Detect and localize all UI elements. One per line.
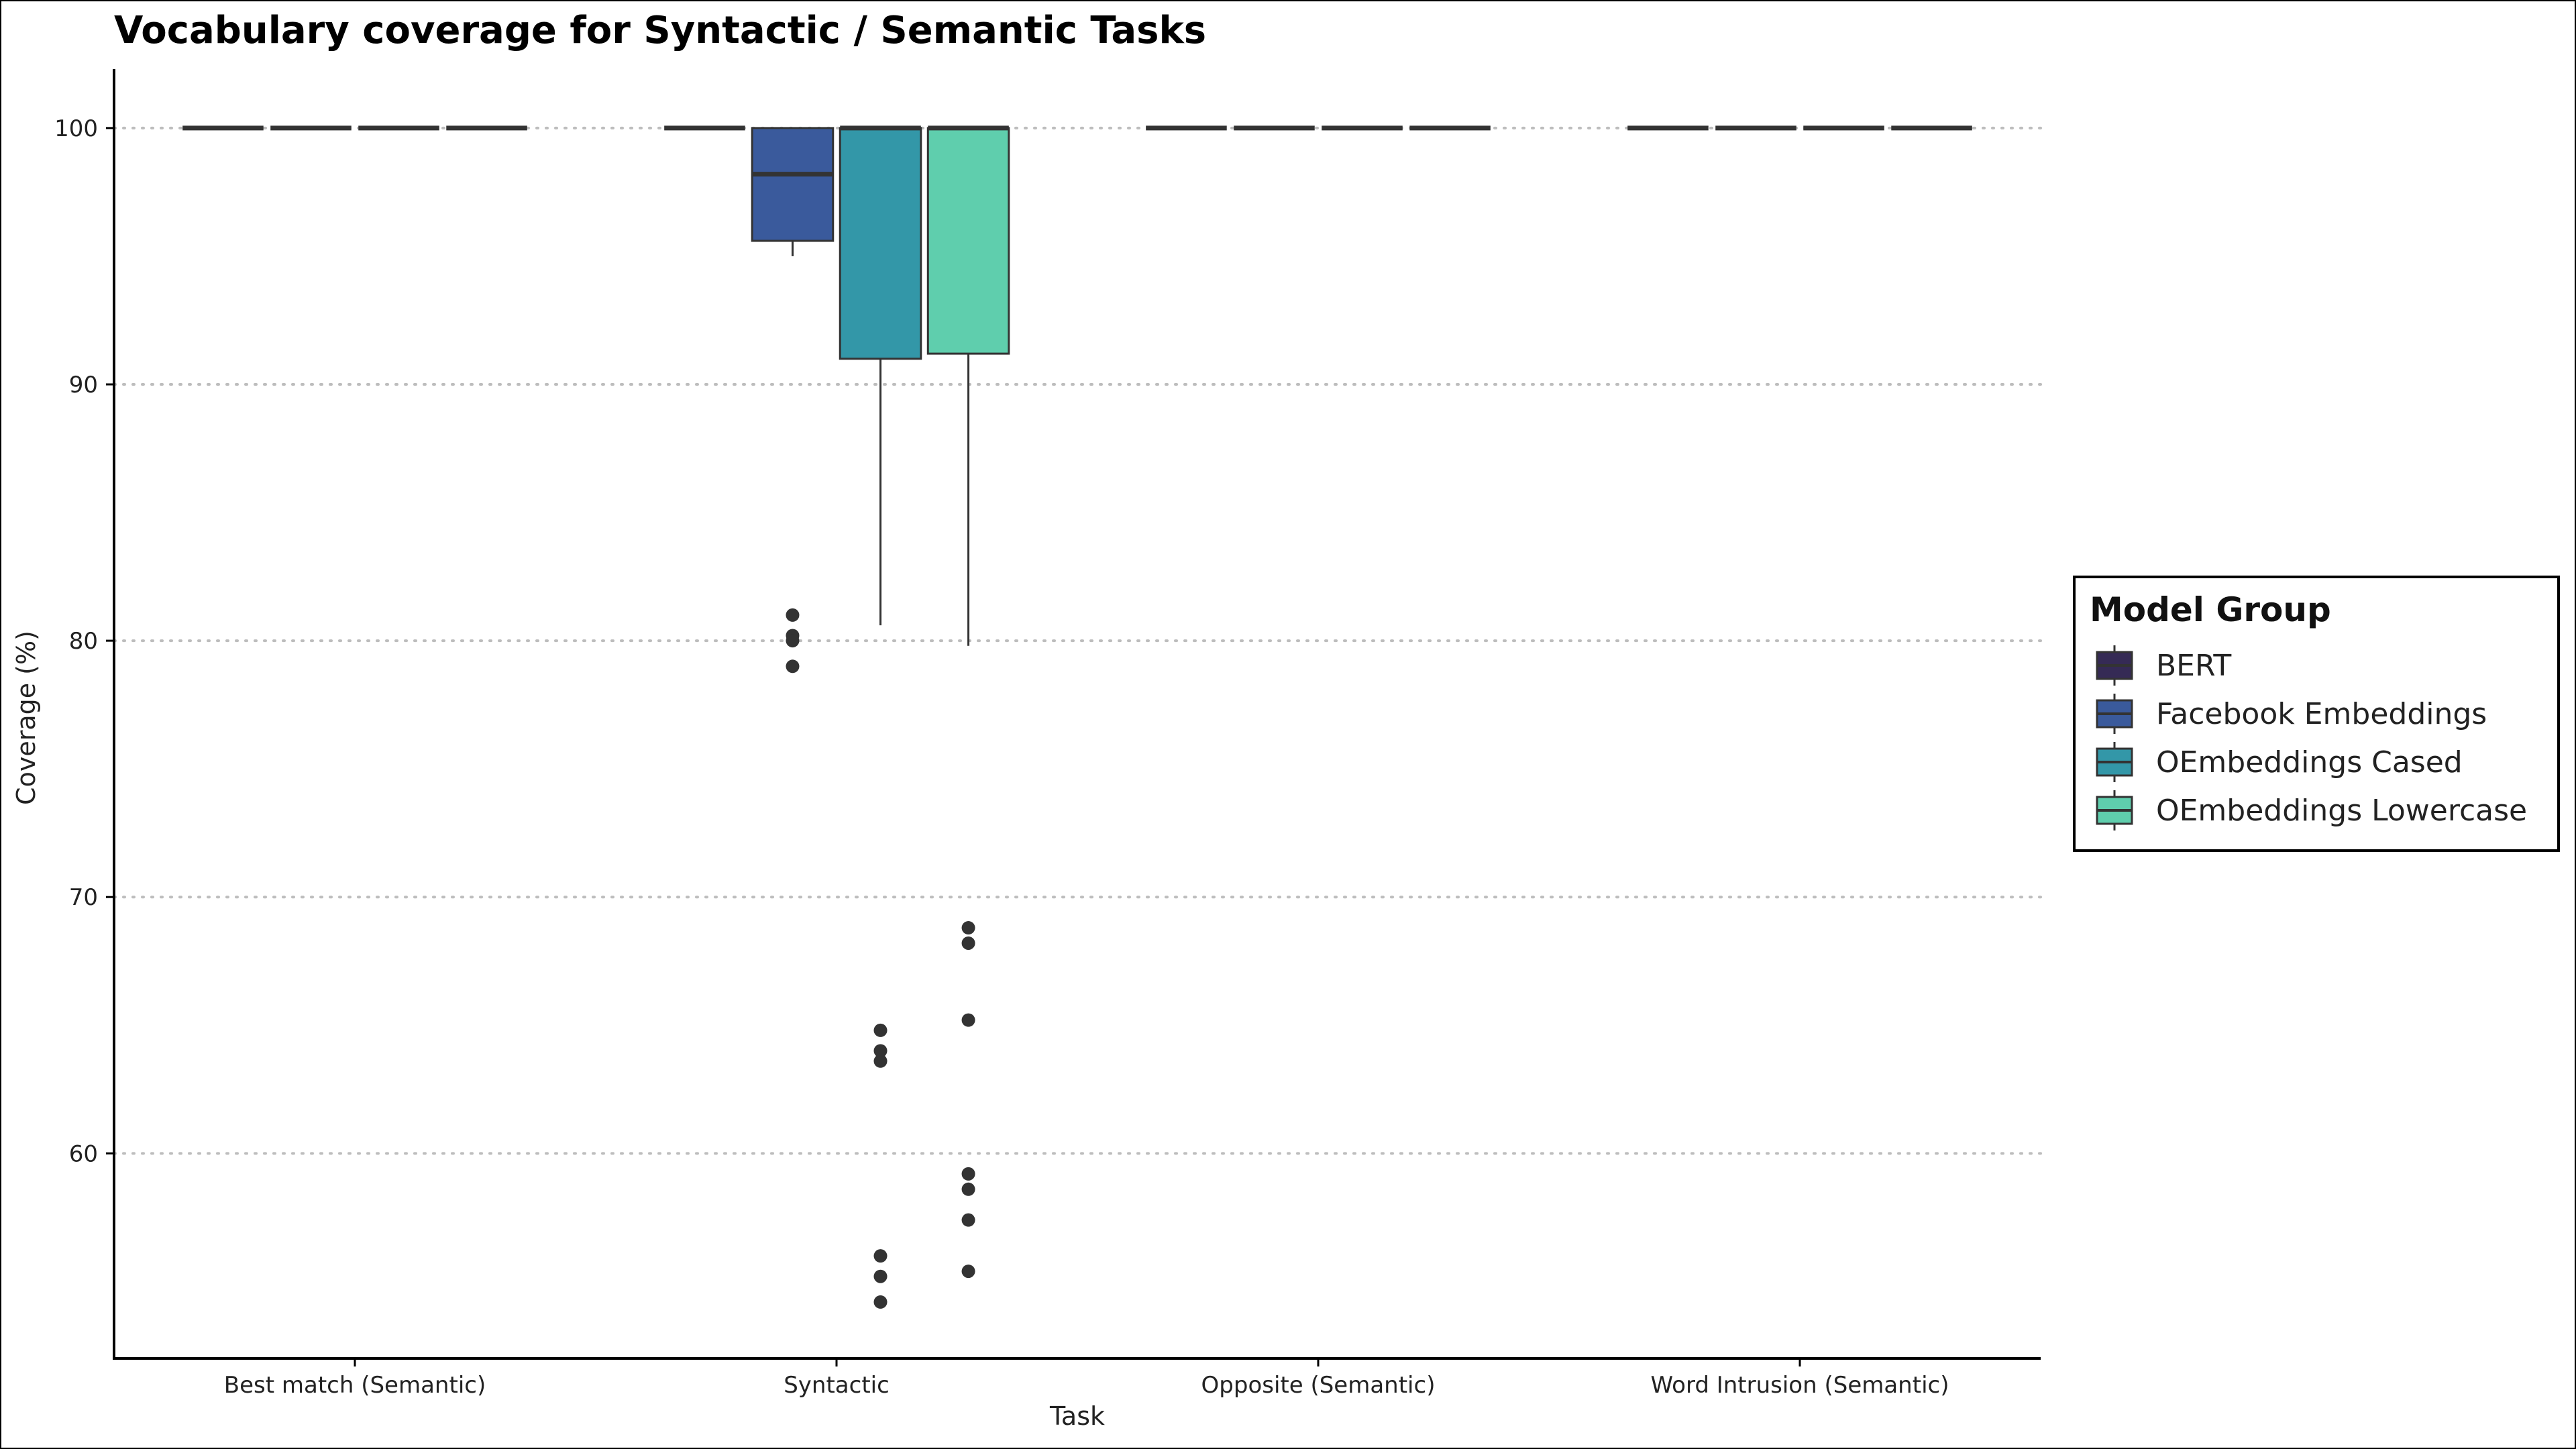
outlier-point [786, 634, 800, 648]
legend-item: Facebook Embeddings [2096, 694, 2487, 734]
chart-title: Vocabulary coverage for Syntactic / Sema… [114, 9, 1206, 52]
legend-item: BERT [2096, 645, 2231, 686]
y-axis-title: Coverage (%) [11, 631, 41, 805]
y-tick-label: 70 [69, 884, 98, 911]
y-ticks: 60 70 80 90 100 [54, 115, 114, 1167]
outlier-point [961, 1213, 975, 1227]
outlier-point [961, 936, 975, 950]
legend-item: OEmbeddings Lowercase [2096, 790, 2527, 830]
outlier-point [873, 1023, 888, 1037]
box-body [839, 127, 922, 360]
outlier-point [961, 1265, 975, 1279]
outlier-point [961, 1167, 975, 1181]
legend-label: OEmbeddings Cased [2156, 745, 2463, 780]
box-plot [926, 125, 1010, 1279]
legend-items: BERT Facebook Embeddings OEmbeddings Cased… [2096, 645, 2527, 830]
y-tick-label: 90 [69, 372, 98, 398]
box-plot [751, 127, 835, 674]
y-tick-label: 80 [69, 628, 98, 655]
grid-lines [113, 126, 2042, 1155]
outlier-point [873, 1054, 888, 1068]
x-ticks: Best match (Semantic) Syntactic Opposite (… [224, 1358, 1949, 1399]
x-axis-title: Task [1049, 1401, 1105, 1431]
outlier-point [961, 1182, 975, 1196]
y-tick-label: 100 [54, 115, 98, 142]
legend-title: Model Group [2090, 590, 2331, 629]
x-tick-label: Opposite (Semantic) [1201, 1372, 1436, 1399]
x-tick-label: Best match (Semantic) [224, 1372, 486, 1399]
legend-label: BERT [2156, 649, 2231, 683]
legend: Model Group BERT Facebook Embeddings OEmbe… [2073, 576, 2560, 852]
legend-label: OEmbeddings Lowercase [2156, 794, 2527, 828]
box-body [751, 127, 835, 242]
box-body [926, 127, 1010, 355]
legend-item: OEmbeddings Cased [2096, 742, 2463, 782]
outlier-point [961, 921, 975, 935]
box-plot [839, 125, 922, 1309]
outlier-point [873, 1269, 888, 1283]
axes [113, 69, 2041, 1360]
outlier-point [873, 1295, 888, 1309]
outlier-point [961, 1013, 975, 1027]
x-tick-label: Word Intrusion (Semantic) [1651, 1372, 1949, 1399]
outlier-point [873, 1249, 888, 1263]
box-plots [182, 125, 1972, 1309]
x-tick-label: Syntactic [784, 1372, 890, 1399]
outlier-point [786, 659, 800, 674]
outlier-point [786, 608, 800, 622]
legend-label: Facebook Embeddings [2156, 697, 2487, 731]
y-tick-label: 60 [69, 1140, 98, 1167]
legend-box [2073, 576, 2560, 852]
outlier-point [873, 1044, 888, 1058]
